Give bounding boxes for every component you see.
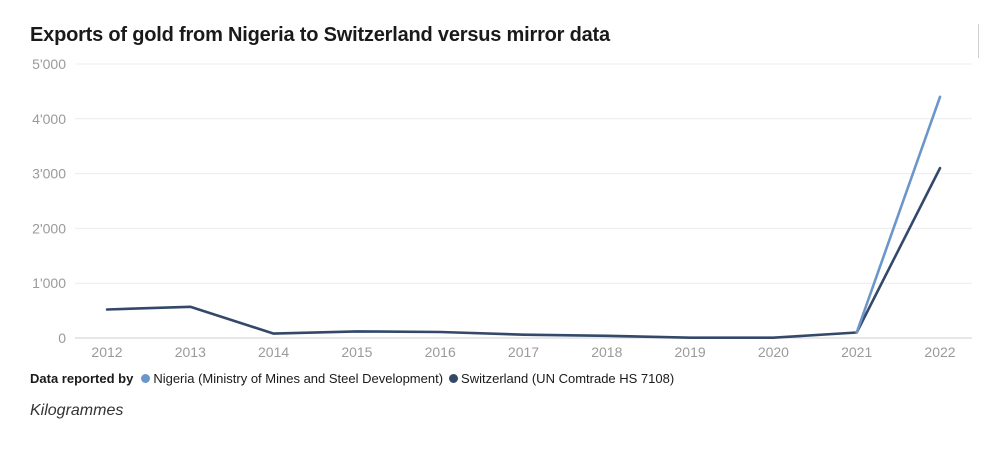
x-tick-label: 2015 [341,344,372,360]
series-line-switzerland[interactable] [105,166,942,339]
x-tick-label: 2013 [175,344,206,360]
unit-label: Kilogrammes [30,402,124,419]
legend: Data reported by Nigeria (Ministry of Mi… [30,371,680,386]
chart-title: Exports of gold from Nigeria to Switzerl… [30,24,610,46]
x-tick-label: 2012 [91,344,122,360]
legend-title: Data reported by [30,371,134,386]
y-tick-label: 4'000 [32,111,66,127]
x-tick-label: 2014 [258,344,289,360]
x-tick-label: 2020 [758,344,789,360]
x-tick-label: 2017 [508,344,539,360]
legend-item-nigeria[interactable]: Nigeria (Ministry of Mines and Steel Dev… [141,371,443,386]
x-tick-label: 2021 [841,344,872,360]
x-tick-label: 2018 [591,344,622,360]
y-tick-label: 3'000 [32,166,66,182]
legend-label-nigeria: Nigeria (Ministry of Mines and Steel Dev… [153,371,444,386]
legend-item-switzerland[interactable]: Switzerland (UN Comtrade HS 7108) [449,371,674,386]
legend-dot-nigeria-icon [141,374,151,383]
series-line-nigeria[interactable] [855,95,942,334]
x-tick-label: 2019 [675,344,706,360]
y-tick-label: 0 [58,330,66,346]
x-tick-label: 2016 [425,344,456,360]
legend-label-switzerland: Switzerland (UN Comtrade HS 7108) [461,371,675,386]
x-tick-label: 2022 [924,344,955,360]
y-tick-label: 2'000 [32,220,66,236]
legend-dot-switzerland-icon [449,374,459,383]
y-tick-label: 1'000 [32,275,66,291]
line-chart: 0 1'000 2'000 3'000 4'000 5'000 2012 2013 2014 2… [32,56,972,360]
y-tick-label: 5'000 [32,56,66,72]
scrollbar[interactable] [978,24,979,58]
